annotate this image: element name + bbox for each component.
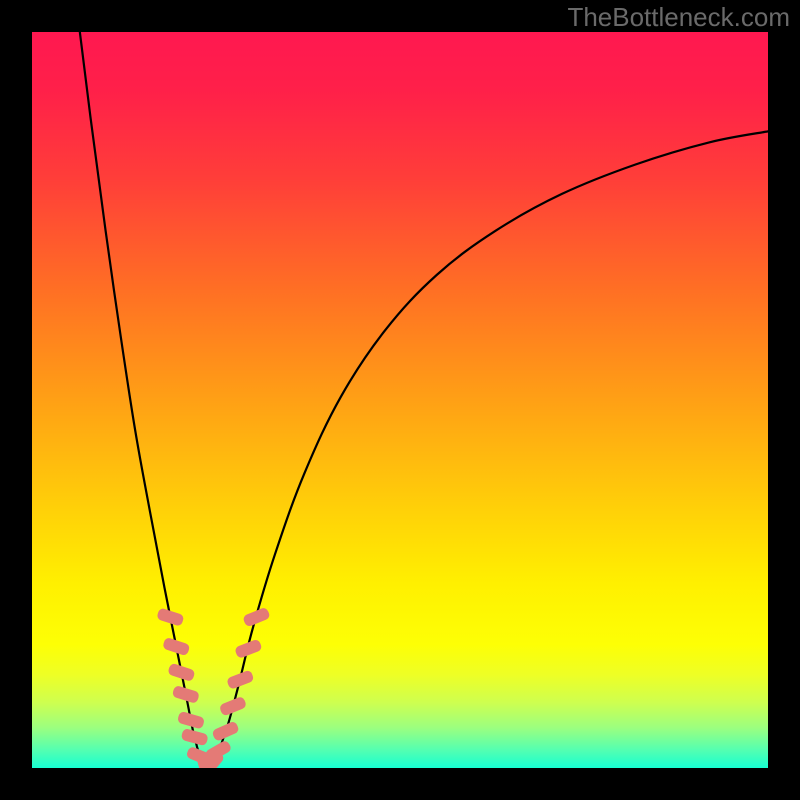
plot-background bbox=[32, 32, 768, 768]
chart-stage: TheBottleneck.com bbox=[0, 0, 800, 800]
watermark-text: TheBottleneck.com bbox=[567, 2, 790, 33]
bottleneck-curve-chart bbox=[0, 0, 800, 800]
